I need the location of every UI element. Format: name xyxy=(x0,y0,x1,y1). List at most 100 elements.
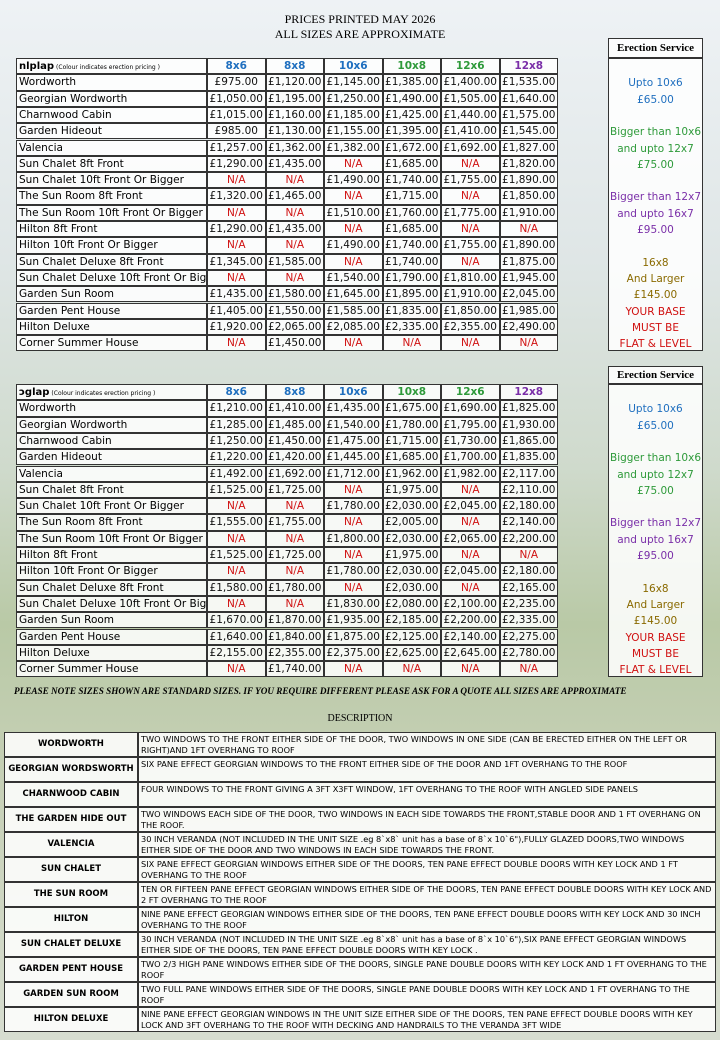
description-text: NINE PANE EFFECT GEORGIAN WINDOWS IN THE… xyxy=(138,1007,716,1032)
price: £2,065.00 xyxy=(441,530,500,547)
price: £1,865.00 xyxy=(499,432,558,450)
price: £1,935.00 xyxy=(324,612,383,629)
price: £1,145.00 xyxy=(324,74,383,91)
erection-title: Erection Service xyxy=(608,38,703,58)
description-name: SUN CHALET DELUXE xyxy=(4,932,138,957)
price: N/A xyxy=(324,253,383,270)
column-header: 10x6 xyxy=(324,384,383,401)
row-name: Garden Hideout xyxy=(16,123,207,140)
erection-line: Upto 10x6 xyxy=(628,403,683,416)
price: £2,030.00 xyxy=(382,498,441,515)
description-text: TWO WINDOWS TO THE FRONT EITHER SIDE OF … xyxy=(138,732,716,757)
price: £1,982.00 xyxy=(441,465,500,482)
description-name: GARDEN SUN ROOM xyxy=(4,982,138,1007)
price: £1,435.00 xyxy=(207,286,266,303)
price: £1,670.00 xyxy=(207,612,266,629)
description-name: THE GARDEN HIDE OUT xyxy=(4,807,138,832)
description-name: VALENCIA xyxy=(4,832,138,857)
price: £1,645.00 xyxy=(324,286,383,303)
price: £1,475.00 xyxy=(324,432,383,450)
price: £1,690.00 xyxy=(441,400,500,417)
price: £1,827.00 xyxy=(499,139,558,156)
price: £1,540.00 xyxy=(324,416,383,433)
row-name: Charnwood Cabin xyxy=(16,432,207,450)
header-line: ALL SIZES ARE APPROXIMATE xyxy=(274,27,446,41)
price: N/A xyxy=(324,514,383,531)
price: £1,445.00 xyxy=(324,449,383,466)
price: N/A xyxy=(441,335,500,352)
price: N/A xyxy=(265,530,324,547)
erection-title: Erection Service xyxy=(608,366,703,384)
price: £2,645.00 xyxy=(441,644,500,662)
price: £1,780.00 xyxy=(382,416,441,433)
erection-line: £145.00 xyxy=(633,289,678,302)
price: £1,740.00 xyxy=(265,661,324,678)
price: £1,790.00 xyxy=(382,269,441,287)
price: £2,335.00 xyxy=(382,318,441,336)
price: £2,180.00 xyxy=(499,498,558,515)
price: N/A xyxy=(207,172,266,189)
row-name: Sun Chalet Deluxe 10ft Front Or Bigge xyxy=(16,595,207,613)
row-name: Garden Pent House xyxy=(16,302,207,319)
column-header: 8x8 xyxy=(265,58,324,75)
price: £1,835.00 xyxy=(382,302,441,319)
price: £1,755.00 xyxy=(441,237,500,254)
row-name: Hilton 10ft Front Or Bigger xyxy=(16,237,207,254)
erection-line: Bigger than 10x6 xyxy=(609,126,702,139)
erection-line: YOUR BASE xyxy=(625,631,686,644)
price: £1,585.00 xyxy=(324,302,383,319)
row-name: Sun Chalet 10ft Front Or Bigger xyxy=(16,172,207,189)
price: N/A xyxy=(265,563,324,580)
price: £1,435.00 xyxy=(324,400,383,417)
price: N/A xyxy=(324,547,383,564)
price: N/A xyxy=(441,188,500,205)
erection-line: Upto 10x6 xyxy=(628,77,683,90)
price: N/A xyxy=(265,269,324,287)
row-name: Garden Pent House xyxy=(16,628,207,645)
row-name: Wordworth xyxy=(16,74,207,91)
price: £1,975.00 xyxy=(382,547,441,564)
description-title: DESCRIPTION xyxy=(327,713,393,724)
erection-line: £145.00 xyxy=(633,615,678,628)
price: £1,730.00 xyxy=(441,432,500,450)
description-text: TWO FULL PANE WINDOWS EITHER SIDE OF THE… xyxy=(138,982,716,1007)
price: £1,257.00 xyxy=(207,139,266,156)
label-note: (Colour indicates erection pricing ) xyxy=(51,390,156,397)
label-text: ɔglap xyxy=(19,387,50,398)
row-name: Valencia xyxy=(16,139,207,156)
description-text: SIX PANE EFFECT GEORGIAN WINDOWS TO THE … xyxy=(138,757,716,782)
price: N/A xyxy=(207,269,266,287)
price: N/A xyxy=(207,237,266,254)
price: £1,895.00 xyxy=(382,286,441,303)
price: £1,712.00 xyxy=(324,465,383,482)
price: N/A xyxy=(441,481,500,499)
row-name: Corner Summer House xyxy=(16,335,207,352)
price: £1,345.00 xyxy=(207,253,266,270)
price: £1,425.00 xyxy=(382,106,441,124)
row-name: The Sun Room 10ft Front Or Bigger xyxy=(16,530,207,547)
price: £1,400.00 xyxy=(441,74,500,91)
price: £2,185.00 xyxy=(382,612,441,629)
erection-line: £95.00 xyxy=(637,550,674,562)
erection-line: and upto 16x7 xyxy=(617,533,694,546)
price: £1,385.00 xyxy=(382,74,441,91)
erection-line: and upto 12x7 xyxy=(617,142,694,155)
erection-line: £65.00 xyxy=(637,419,674,432)
erection-line: Bigger than 10x6 xyxy=(609,452,702,465)
price: £2,200.00 xyxy=(499,530,558,547)
description-text: FOUR WINDOWS TO THE FRONT GIVING A 3FT X… xyxy=(138,782,716,807)
price: N/A xyxy=(441,547,500,564)
price: £975.00 xyxy=(207,74,266,91)
erection-line: YOUR BASE xyxy=(625,305,686,318)
price: £2,625.00 xyxy=(382,644,441,662)
price: N/A xyxy=(499,547,558,564)
description-text: 30 INCH VERANDA (NOT INCLUDED IN THE UNI… xyxy=(138,932,716,957)
price: £2,030.00 xyxy=(382,579,441,596)
price: £1,975.00 xyxy=(382,481,441,499)
price: £1,405.00 xyxy=(207,302,266,319)
erection-line: £95.00 xyxy=(637,224,674,236)
description-text: SIX PANE EFFECT GEORGIAN WINDOWS EITHER … xyxy=(138,857,716,882)
price: £1,725.00 xyxy=(265,547,324,564)
price: £1,540.00 xyxy=(324,269,383,287)
price: £1,050.00 xyxy=(207,90,266,107)
